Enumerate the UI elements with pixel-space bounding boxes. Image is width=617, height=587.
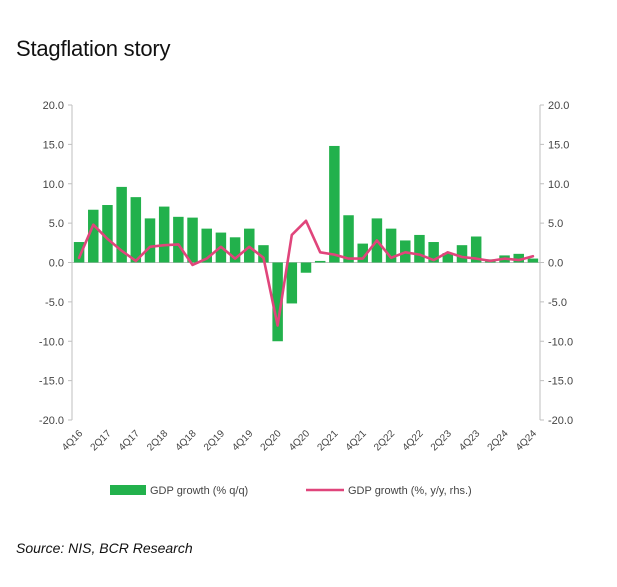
line-series	[77, 219, 535, 327]
x-tick-label: 4Q17	[117, 428, 142, 453]
x-tick-label: 4Q20	[287, 428, 312, 453]
bar	[428, 242, 439, 263]
legend-line-label: GDP growth (%, y/y, rhs.)	[348, 485, 472, 497]
bar	[116, 186, 127, 263]
legend-bar-swatch	[110, 485, 146, 495]
bar	[385, 228, 397, 263]
x-tick-label: 2Q22	[372, 428, 397, 453]
x-axis-ticks: 4Q16 2Q17 4Q17 2Q18 4Q18 2Q19 4Q19 2Q20 4Q20 2Q21…	[60, 428, 539, 453]
y-tick-label: -15.0	[39, 376, 64, 388]
x-tick-label: 4Q18	[174, 428, 199, 453]
bar	[329, 145, 340, 263]
x-tick-label: 2Q23	[429, 428, 454, 453]
y-tick-label: -20.0	[39, 415, 64, 427]
bar	[300, 262, 312, 273]
y2-axis-ticks: 20.0 15.0 10.0 5.0 0.0 -5.0 -10.0 -15.0 -20.0	[540, 100, 573, 427]
y2-tick-label: -20.0	[548, 415, 573, 427]
y-axis-ticks: 20.0 15.0 10.0 5.0 0.0 -5.0 -10.0 -15.0 -20.0	[39, 100, 72, 427]
chart-title: Stagflation story	[16, 36, 171, 61]
bar	[314, 260, 326, 263]
x-tick-label: 2Q21	[315, 428, 340, 453]
x-tick-label: 2Q19	[202, 428, 227, 453]
bar	[144, 218, 156, 263]
bar	[272, 262, 283, 342]
bar	[258, 245, 269, 263]
bar	[88, 209, 99, 263]
bar	[158, 206, 170, 263]
y2-tick-label: -15.0	[548, 376, 573, 388]
x-tick-label: 2Q20	[259, 428, 284, 453]
bar	[229, 237, 241, 263]
bar	[527, 258, 539, 263]
bar	[130, 197, 142, 263]
y-tick-label: -5.0	[45, 297, 64, 309]
x-tick-label: 2Q17	[89, 428, 114, 453]
bar	[513, 253, 524, 263]
y-tick-label: 20.0	[43, 100, 64, 112]
x-tick-label: 2Q18	[145, 428, 170, 453]
x-tick-label: 2Q24	[486, 428, 511, 453]
bar	[357, 243, 368, 263]
bar	[201, 228, 212, 263]
y-tick-label: 5.0	[49, 218, 64, 230]
y-tick-label: -10.0	[39, 336, 64, 348]
x-tick-label: 4Q21	[344, 428, 369, 453]
bar	[73, 242, 85, 263]
x-tick-label: 4Q16	[60, 428, 85, 453]
series-line	[77, 219, 535, 327]
legend-bar-label: GDP growth (% q/q)	[150, 485, 248, 497]
x-tick-label: 4Q19	[230, 428, 255, 453]
y2-tick-label: -5.0	[548, 297, 567, 309]
bar	[102, 205, 113, 263]
x-tick-label: 4Q24	[514, 428, 539, 453]
y2-tick-label: 10.0	[548, 179, 569, 191]
x-tick-label: 4Q23	[457, 428, 482, 453]
y-tick-label: 15.0	[43, 139, 64, 151]
x-tick-label: 4Q22	[401, 428, 426, 453]
bar	[286, 262, 298, 304]
y2-tick-label: -10.0	[548, 336, 573, 348]
bar	[456, 245, 468, 263]
y-tick-label: 0.0	[49, 258, 64, 270]
bar-series	[73, 145, 539, 342]
y-tick-label: 10.0	[43, 179, 64, 191]
legend: GDP growth (% q/q) GDP growth (%, y/y, rh…	[110, 485, 472, 497]
y2-tick-label: 0.0	[548, 258, 563, 270]
bar	[414, 234, 425, 263]
bar	[470, 236, 482, 263]
source-note: Source: NIS, BCR Research	[16, 540, 193, 556]
bar	[343, 215, 354, 263]
y2-tick-label: 15.0	[548, 139, 569, 151]
bar	[187, 217, 198, 263]
y2-tick-label: 5.0	[548, 218, 563, 230]
bar	[173, 216, 184, 263]
y2-tick-label: 20.0	[548, 100, 569, 112]
bar	[442, 253, 454, 263]
